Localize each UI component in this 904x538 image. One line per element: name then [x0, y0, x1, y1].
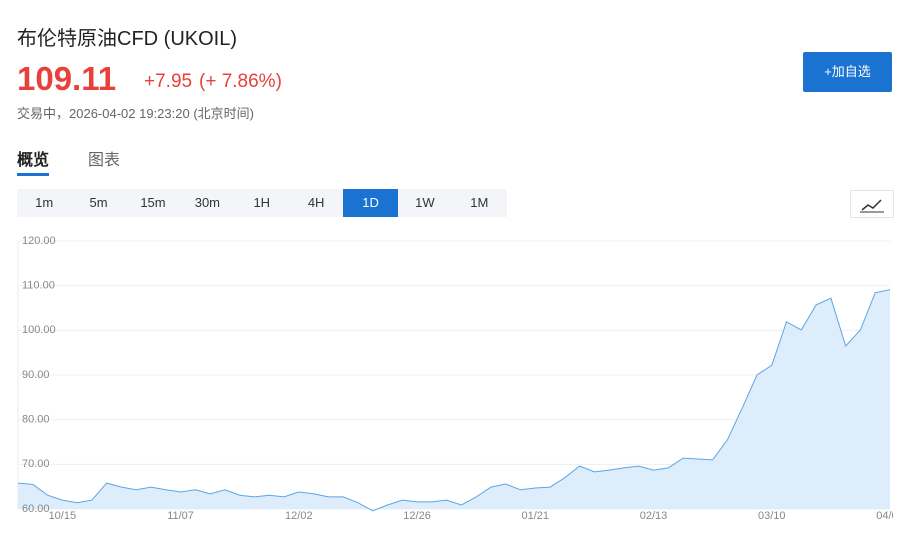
- tab-indicator: [17, 173, 49, 176]
- y-tick-label: 80.00: [22, 414, 50, 426]
- watch-button[interactable]: +加自选: [803, 52, 892, 92]
- x-tick-label: 03/10: [758, 510, 786, 522]
- change: +7.95: [144, 71, 193, 92]
- status: 交易中，2026-04-02 19:23:20 (北京时间): [17, 106, 254, 121]
- y-tick-label: 110.00: [22, 280, 55, 292]
- x-tick-label: 02/13: [640, 510, 668, 522]
- y-tick-label: 60.00: [22, 503, 50, 515]
- trend-icon: [860, 199, 884, 213]
- x-tick-label: 04/02: [876, 510, 893, 522]
- chart-type-button[interactable]: [850, 190, 894, 218]
- y-tick-label: 70.00: [22, 458, 50, 470]
- x-tick-label: 01/21: [522, 510, 550, 522]
- tab[interactable]: 概览: [17, 152, 50, 169]
- interval-button[interactable]: 1M: [470, 195, 489, 210]
- interval-button[interactable]: 5m: [89, 195, 108, 210]
- interval-button[interactable]: 1D: [343, 189, 398, 217]
- line: [17, 289, 891, 512]
- interval-button[interactable]: 15m: [140, 195, 166, 210]
- change-percent: (+ 7.86%): [199, 71, 282, 92]
- price: 109.11: [17, 60, 117, 97]
- interval-bar: 1m 5m 15m 30m 1H 4H 1D 1W 1M: [17, 189, 507, 217]
- y-tick-label: 100.00: [22, 324, 56, 336]
- y-tick-label: 90.00: [22, 369, 50, 381]
- area: [18, 289, 890, 511]
- y-tick-label: 120.00: [22, 235, 56, 247]
- interval-button[interactable]: 1m: [35, 195, 54, 210]
- x-tick-label: 11/07: [167, 510, 194, 522]
- tab[interactable]: 图表: [88, 152, 121, 169]
- chart: 60.00 70.00 80.00 90.00 100.00 110.00 120.00 10…: [17, 235, 893, 522]
- interval-button[interactable]: 4H: [307, 195, 325, 210]
- x-tick-label: 10/15: [49, 510, 77, 522]
- x-tick-label: 12/26: [403, 510, 431, 522]
- interval-button[interactable]: 1H: [253, 195, 271, 210]
- title: 布伦特原油CFD (UKOIL): [17, 28, 237, 50]
- x-tick-label: 12/02: [285, 510, 313, 522]
- interval-button[interactable]: 30m: [194, 195, 221, 210]
- interval-button[interactable]: 1W: [415, 195, 435, 210]
